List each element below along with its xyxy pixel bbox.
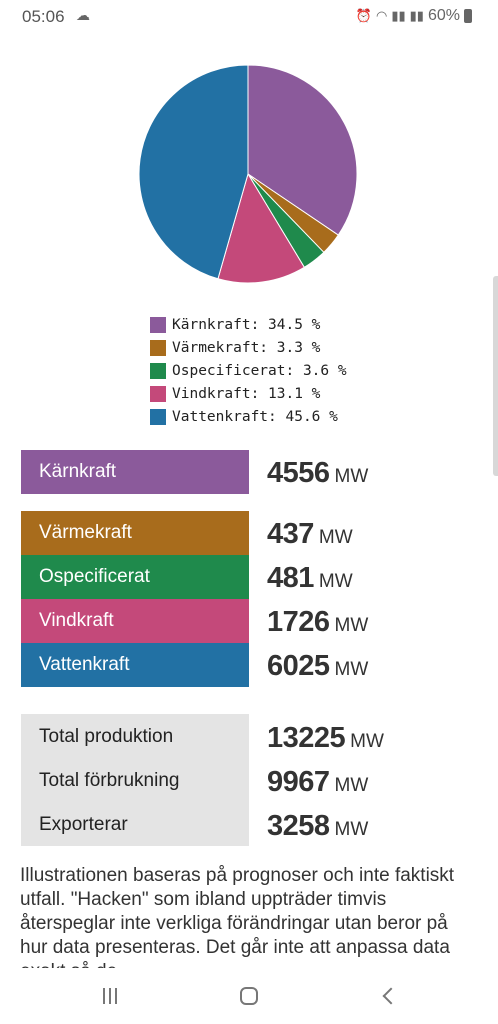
total-value: 13225 MW — [267, 715, 384, 759]
value-number: 481 — [267, 562, 314, 594]
value-unit: MW — [318, 527, 353, 548]
value-number: 437 — [267, 518, 314, 550]
value-unit: MW — [334, 819, 369, 840]
legend-swatch — [150, 408, 166, 425]
totals-box — [21, 714, 249, 846]
legend-swatch — [150, 339, 166, 356]
home-icon — [240, 987, 258, 1005]
status-time: 05:06 — [22, 7, 65, 26]
total-label: Total förbrukning — [39, 770, 180, 791]
source-label-vattenkraft: Vattenkraft — [21, 643, 249, 687]
source-value: 4556 MW — [267, 450, 368, 494]
source-value: 1726 MW — [267, 599, 368, 643]
alarm-icon: ⏰ — [355, 8, 372, 23]
source-value: 481 MW — [267, 555, 353, 599]
legend-item: Vattenkraft: 45.6 % — [150, 405, 347, 428]
total-value: 9967 MW — [267, 759, 368, 803]
value-number: 6025 — [267, 650, 330, 682]
signal-icon: ▮▮ — [391, 8, 406, 23]
legend-swatch — [150, 385, 166, 402]
pie-slice-vattenkraft — [138, 64, 249, 280]
recent-apps-button[interactable] — [90, 982, 130, 1010]
legend-label: Kärnkraft: 34.5 % — [172, 316, 321, 333]
back-icon — [382, 987, 400, 1005]
value-number: 4556 — [267, 457, 330, 489]
pie-chart-svg — [138, 64, 358, 284]
source-label-ospecificerat: Ospecificerat — [21, 555, 249, 599]
legend-swatch — [150, 316, 166, 333]
value-number: 9967 — [267, 766, 330, 798]
legend-item: Värmekraft: 3.3 % — [150, 336, 347, 359]
legend-label: Vindkraft: 13.1 % — [172, 385, 321, 402]
source-value: 437 MW — [267, 511, 353, 555]
legend-item: Kärnkraft: 34.5 % — [150, 313, 347, 336]
pie-slice-kärnkraft — [247, 64, 358, 236]
pie-chart — [136, 62, 360, 286]
legend-item: Vindkraft: 13.1 % — [150, 382, 347, 405]
back-button[interactable] — [368, 982, 408, 1010]
legend-label: Ospecificerat: 3.6 % — [172, 362, 347, 379]
value-unit: MW — [334, 615, 369, 636]
chart-legend: Kärnkraft: 34.5 % Värmekraft: 3.3 % Ospeci… — [150, 313, 347, 428]
total-label: Total produktion — [39, 726, 174, 747]
total-label: Exporterar — [39, 814, 128, 835]
info-note: Illustrationen baseras på prognoser och … — [20, 865, 455, 968]
value-unit: MW — [334, 659, 369, 680]
source-label-värmekraft: Värmekraft — [21, 511, 249, 555]
source-label-vindkraft: Vindkraft — [21, 599, 249, 643]
legend-label: Vattenkraft: 45.6 % — [172, 408, 338, 425]
home-button[interactable] — [229, 982, 269, 1010]
value-number: 3258 — [267, 810, 330, 842]
legend-swatch — [150, 362, 166, 379]
value-unit: MW — [334, 775, 369, 796]
source-label-kärnkraft: Kärnkraft — [21, 450, 249, 494]
navigation-bar — [0, 968, 498, 1024]
legend-item: Ospecificerat: 3.6 % — [150, 359, 347, 382]
battery-percent: 60% — [427, 7, 460, 24]
status-icons: ⏰ ◠ ▮▮ ▮▮ 60% — [356, 7, 472, 25]
battery-icon — [464, 9, 472, 23]
value-number: 1726 — [267, 606, 330, 638]
value-number: 13225 — [267, 722, 346, 754]
signal-icon-2: ▮▮ — [409, 8, 424, 23]
value-unit: MW — [318, 571, 353, 592]
total-value: 3258 MW — [267, 803, 368, 847]
source-value: 6025 MW — [267, 643, 368, 687]
notification-icon: ☁ — [76, 7, 90, 23]
scroll-indicator[interactable] — [493, 276, 498, 476]
pie-slice-vindkraft — [217, 172, 306, 284]
wifi-icon: ◠ — [376, 8, 388, 23]
recent-apps-icon — [103, 988, 117, 1004]
status-bar: 05:06 ☁ ⏰ ◠ ▮▮ ▮▮ 60% — [0, 0, 498, 32]
legend-label: Värmekraft: 3.3 % — [172, 339, 321, 356]
value-unit: MW — [334, 466, 369, 487]
value-unit: MW — [350, 731, 384, 752]
